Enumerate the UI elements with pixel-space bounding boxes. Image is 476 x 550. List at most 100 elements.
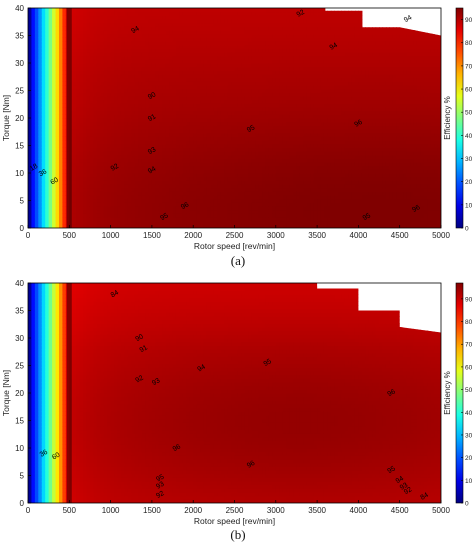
y-tick-label: 10	[15, 444, 24, 453]
x-tick-label: 500	[63, 506, 77, 515]
colorbar-tick-label: 90	[465, 17, 473, 24]
contour-label: 36	[39, 449, 49, 459]
x-tick-label: 5000	[432, 231, 450, 240]
colorbar-label: Efficiency %	[443, 96, 452, 139]
contour-label: 96	[411, 204, 421, 214]
x-tick-label: 3500	[308, 231, 326, 240]
contour-label: 93	[399, 482, 409, 492]
colorbar-tick-label: 40	[465, 410, 473, 417]
contour-label: 90	[147, 91, 157, 101]
y-axis-label: Torque [Nm]	[1, 370, 11, 416]
x-tick-label: 1000	[102, 506, 120, 515]
colorbar-tick-label: 90	[465, 296, 473, 303]
contour-label: 93	[155, 481, 165, 491]
contour-label: 94	[147, 166, 157, 176]
contour-label: 92	[403, 486, 413, 496]
x-tick-label: 2500	[226, 231, 244, 240]
contour-label: 94	[130, 25, 140, 35]
contour-label: 90	[135, 333, 145, 343]
contour-label: 94	[329, 42, 339, 52]
contour-label: 95	[263, 358, 273, 368]
colorbar-tick-label: 70	[465, 63, 473, 70]
x-axis-label: Rotor speed [rev/min]	[194, 516, 275, 526]
contour-label: 95	[155, 474, 165, 484]
contour-label: 96	[172, 443, 182, 453]
x-tick-label: 0	[26, 506, 31, 515]
x-tick-label: 3500	[308, 506, 326, 515]
colorbar	[455, 282, 464, 504]
x-tick-label: 3000	[267, 506, 285, 515]
y-tick-label: 20	[15, 114, 24, 123]
x-tick-label: 500	[63, 231, 77, 240]
contour-label: 93	[151, 377, 161, 387]
contour-label: 92	[296, 9, 306, 19]
contour-label: 95	[246, 124, 256, 134]
contour-label: 94	[395, 475, 405, 485]
x-tick-label: 4000	[350, 231, 368, 240]
x-tick-label: 4500	[391, 231, 409, 240]
x-tick-label: 1500	[143, 506, 161, 515]
contour-label: 91	[139, 344, 149, 354]
colorbar-tick-label: 80	[465, 40, 473, 47]
y-tick-label: 15	[15, 417, 24, 426]
colorbar-tick-label: 30	[465, 432, 473, 439]
x-tick-label: 2000	[184, 506, 202, 515]
contour-label: 96	[180, 201, 190, 211]
y-tick-label: 10	[15, 169, 24, 178]
y-tick-label: 40	[15, 279, 24, 288]
contour-label: 95	[386, 465, 396, 475]
y-tick-label: 25	[15, 87, 24, 96]
contour-label: 96	[353, 119, 363, 129]
colorbar-tick-label: 50	[465, 387, 473, 394]
contour-label: 94	[197, 364, 207, 374]
caption-a: (a)	[230, 253, 246, 268]
efficiency-field	[28, 8, 441, 228]
y-tick-label: 40	[15, 4, 24, 13]
contour-label: 93	[147, 146, 157, 156]
y-tick-label: 5	[20, 197, 25, 206]
contour-label: 36	[38, 168, 48, 178]
colorbar-tick-label: 0	[465, 501, 469, 508]
y-tick-label: 30	[15, 334, 24, 343]
x-tick-label: 0	[26, 231, 31, 240]
contour-label: 18	[29, 163, 39, 173]
y-axis-label: Torque [Nm]	[1, 95, 11, 141]
colorbar-tick-label: 70	[465, 342, 473, 349]
y-tick-label: 5	[20, 472, 25, 481]
y-tick-label: 0	[20, 224, 25, 233]
colorbar-tick-label: 50	[465, 110, 473, 117]
colorbar-tick-label: 10	[465, 478, 473, 485]
colorbar-tick-label: 20	[465, 455, 473, 462]
x-axis-label: Rotor speed [rev/min]	[194, 241, 275, 251]
colorbar-tick-label: 10	[465, 202, 473, 209]
colorbar-tick-label: 0	[465, 226, 469, 233]
x-tick-label: 4000	[350, 506, 368, 515]
x-tick-label: 4500	[391, 506, 409, 515]
colorbar-tick-label: 60	[465, 87, 473, 94]
y-tick-label: 20	[15, 389, 24, 398]
colorbar-tick-label: 60	[465, 364, 473, 371]
x-tick-label: 1000	[102, 231, 120, 240]
contour-band	[66, 283, 72, 503]
contour-label: 60	[49, 177, 59, 187]
efficiency-field	[28, 283, 441, 503]
colorbar	[455, 7, 464, 229]
x-tick-label: 2500	[226, 506, 244, 515]
contour-label: 84	[110, 289, 120, 299]
x-tick-label: 1500	[143, 231, 161, 240]
y-tick-label: 0	[20, 499, 25, 508]
colorbar-tick-label: 40	[465, 133, 473, 140]
x-tick-label: 3000	[267, 231, 285, 240]
y-tick-label: 35	[15, 32, 24, 41]
contour-label: 95	[362, 212, 372, 222]
caption-b: (b)	[230, 527, 246, 542]
y-tick-label: 30	[15, 59, 24, 68]
y-tick-label: 25	[15, 362, 24, 371]
contour-label: 92	[110, 163, 120, 173]
y-tick-label: 35	[15, 307, 24, 316]
colorbar-tick-label: 20	[465, 179, 473, 186]
colorbar-tick-label: 30	[465, 156, 473, 163]
contour-label: 92	[155, 490, 165, 500]
